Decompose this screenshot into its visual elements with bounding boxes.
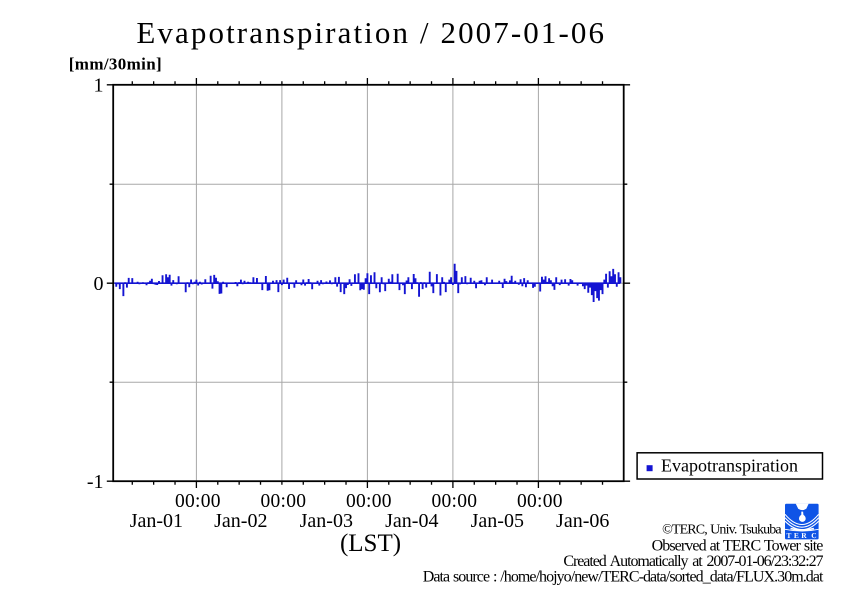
svg-text:©TERC, Univ. Tsukuba: ©TERC, Univ. Tsukuba: [662, 523, 782, 538]
svg-text:Jan-06: Jan-06: [556, 510, 609, 532]
svg-text:R: R: [801, 531, 807, 540]
svg-text:00:00: 00:00: [175, 491, 221, 512]
svg-text:Data source : /home/hojyo/new/: Data source : /home/hojyo/new/TERC-data/…: [423, 569, 824, 586]
svg-text:00:00: 00:00: [431, 491, 477, 512]
svg-text:Created Automatically at 2007-: Created Automatically at 2007-01-06/23:3…: [563, 553, 823, 570]
svg-text:1: 1: [94, 75, 104, 97]
svg-text:Evapotranspiration / 2007-01-0: Evapotranspiration / 2007-01-06: [136, 15, 606, 50]
svg-text:(LST): (LST): [340, 530, 401, 557]
svg-text:00:00: 00:00: [517, 491, 563, 512]
svg-text:C: C: [811, 531, 816, 540]
svg-text:Jan-03: Jan-03: [300, 510, 353, 532]
svg-text:Jan-01: Jan-01: [130, 510, 183, 532]
svg-text:Jan-05: Jan-05: [471, 510, 524, 532]
svg-text:Jan-04: Jan-04: [385, 510, 438, 532]
svg-text:E: E: [794, 531, 799, 540]
svg-text:0: 0: [94, 273, 104, 295]
svg-text:-1: -1: [87, 471, 104, 493]
svg-text:Observed at TERC Tower site: Observed at TERC Tower site: [652, 538, 824, 555]
svg-text:00:00: 00:00: [346, 491, 392, 512]
svg-text:00:00: 00:00: [260, 491, 306, 512]
svg-text:[mm/30min]: [mm/30min]: [69, 55, 162, 74]
svg-text:T: T: [786, 531, 791, 540]
svg-text:Evapotranspiration: Evapotranspiration: [661, 456, 798, 476]
svg-text:Jan-02: Jan-02: [214, 510, 267, 532]
